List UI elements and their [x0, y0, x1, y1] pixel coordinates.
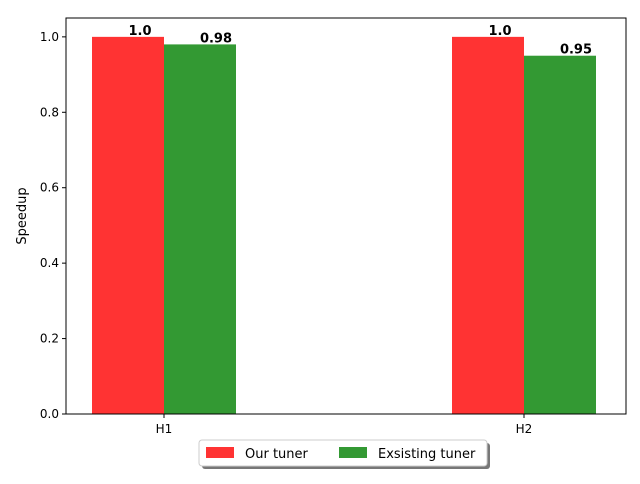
y-tick-label: 1.0 — [40, 30, 59, 44]
y-tick-label: 0.4 — [40, 256, 59, 270]
data-label-h1-series-1: 0.98 — [200, 31, 232, 46]
legend-swatch-existing-tuner — [339, 447, 367, 458]
x-tick-label: H2 — [516, 422, 533, 436]
bar-h2-series-1 — [524, 55, 596, 414]
data-labels-layer: 1.0 0.98 1.0 0.95 — [128, 24, 592, 58]
x-tick-label: H1 — [156, 422, 173, 436]
y-axis: 0.0 0.2 0.4 0.6 0.8 1.0 — [40, 30, 66, 421]
data-label-h1-series-0: 1.0 — [128, 24, 151, 39]
y-tick-label: 0.2 — [40, 332, 59, 346]
bar-h2-series-0 — [452, 36, 524, 414]
y-axis-label: Speedup — [15, 187, 30, 244]
y-tick-label: 0.8 — [40, 105, 59, 119]
legend: Our tuner Exsisting tuner — [198, 439, 490, 469]
axes-frame — [65, 17, 627, 415]
bar-h1-series-0 — [92, 36, 164, 414]
y-tick-label: 0.0 — [40, 407, 59, 421]
bar-h1-series-1 — [164, 44, 236, 415]
legend-swatch-our-tuner — [206, 447, 234, 458]
bars-layer — [92, 36, 596, 415]
legend-label-our-tuner: Our tuner — [245, 447, 309, 462]
legend-label-existing-tuner: Exsisting tuner — [378, 447, 476, 462]
y-tick-label: 0.6 — [40, 181, 59, 195]
data-label-h2-series-0: 1.0 — [488, 24, 511, 39]
data-label-h2-series-1: 0.95 — [560, 43, 592, 58]
x-axis: H1 H2 — [156, 414, 533, 436]
